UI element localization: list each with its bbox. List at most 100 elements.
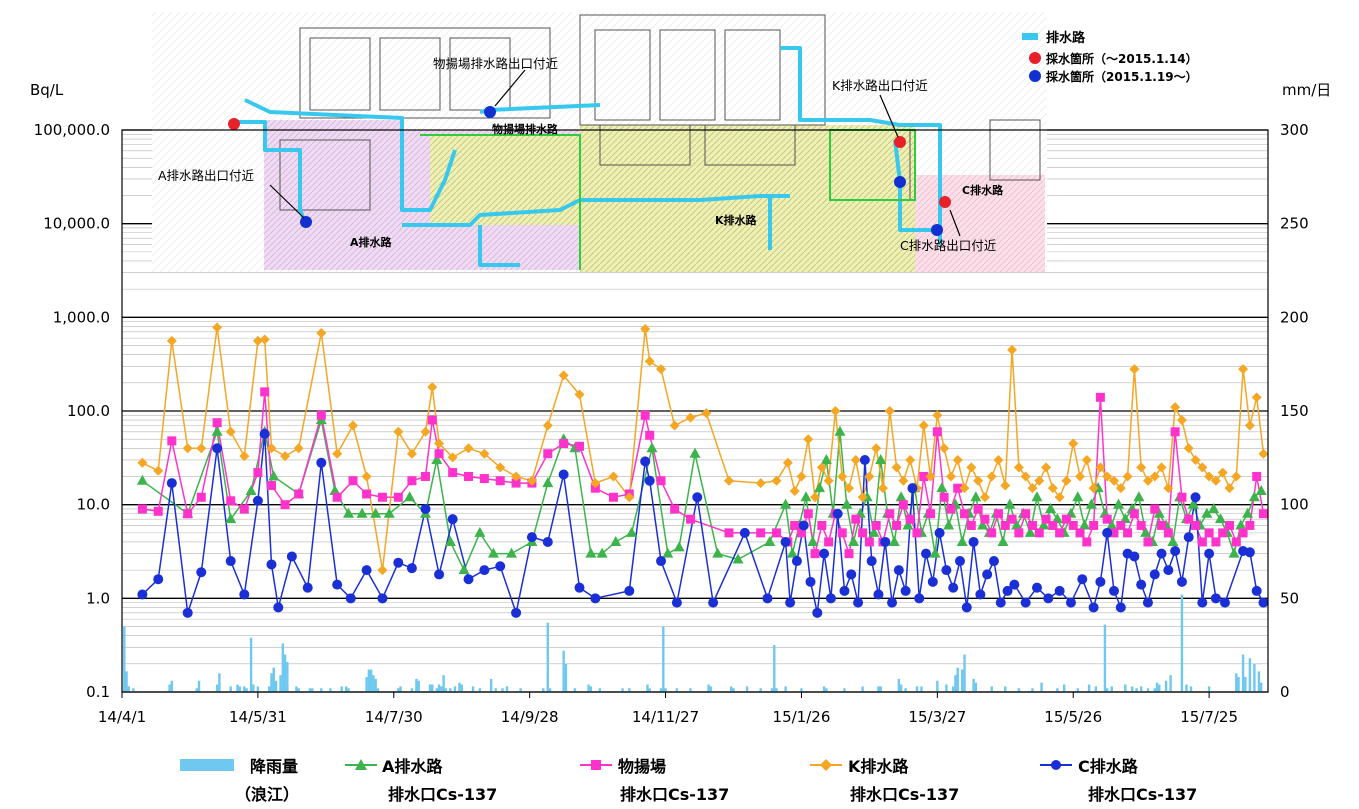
legend-blue-dot (1029, 70, 1041, 82)
rain-bar (1017, 688, 1021, 692)
monoage-data-point (1102, 514, 1112, 524)
c-data-point (762, 593, 773, 604)
a-data-point (841, 498, 853, 509)
c-data-point (785, 597, 796, 608)
rain-bar (1180, 594, 1184, 692)
a-data-point (1113, 498, 1125, 509)
a-data-point (1187, 498, 1199, 509)
rain-bar (489, 678, 493, 692)
label-c-outlet: C排水路出口付近 (900, 238, 997, 253)
k-data-point (316, 328, 327, 339)
k-data-point (850, 454, 861, 465)
k-data-point (1115, 483, 1126, 494)
k-data-point (1061, 475, 1072, 486)
k-data-point (1258, 448, 1269, 459)
a-data-point (458, 564, 470, 575)
k-data-point (590, 478, 601, 489)
a-data-point (929, 547, 941, 558)
a-data-point (585, 547, 597, 558)
monoage-data-point (1068, 520, 1078, 530)
a-data-point (1004, 498, 1016, 509)
rain-bar (367, 669, 371, 692)
rain-bar (784, 686, 787, 692)
c-data-point (982, 569, 993, 580)
monoage-data-point (1211, 537, 1221, 547)
x-tick-label: 14/4/1 (98, 708, 146, 726)
monoage-data-point (966, 520, 976, 530)
a-data-point (245, 484, 257, 495)
c-data-point (434, 569, 445, 580)
k-data-point (212, 322, 223, 333)
c-data-point (893, 565, 904, 576)
k-data-point (966, 462, 977, 473)
rain-bar (1237, 677, 1240, 692)
c-data-point (166, 478, 177, 489)
rain-bar (1103, 624, 1107, 692)
rain-bar (1062, 684, 1066, 692)
a-data-point (956, 535, 968, 546)
a-data-point (1079, 519, 1091, 530)
legend-a: A排水路 排水口Cs-137 (345, 757, 497, 804)
c-data-point (574, 582, 585, 593)
y-left-tick-label: 10.0 (77, 496, 110, 514)
rain-bar (197, 680, 201, 692)
legend-monoage-line2: 排水口Cs-137 (620, 785, 729, 804)
monoage-data-point (559, 438, 569, 448)
rain-bar (1094, 686, 1098, 692)
rain-bar (444, 688, 448, 692)
monoage-data-point (1163, 528, 1173, 538)
rain-bar (1248, 658, 1252, 692)
rain-bar (286, 662, 289, 692)
c-data-point (780, 536, 791, 547)
k-data-point (871, 443, 882, 454)
y-left-tick-labels: 0.1 1.0 10.0 100.0 1,000.0 10,000.0 100,000.0 (34, 121, 110, 701)
rain-bar (954, 675, 957, 692)
rain-bar (440, 686, 443, 692)
c-data-point (212, 443, 223, 454)
site-map-inset: 排水路 採水箇所（～2015.1.14） 採水箇所（2015.1.19～） 物揚… (152, 12, 1198, 272)
c-data-point (1108, 585, 1119, 596)
rain-bar (1185, 684, 1188, 692)
c-data-point (1020, 597, 1031, 608)
k-data-point (1224, 483, 1235, 494)
monoage-data-point (932, 427, 942, 437)
a-data-point (1011, 519, 1023, 530)
a-data-point (997, 535, 1009, 546)
a-data-point (596, 547, 608, 558)
rain-bar (956, 667, 959, 692)
rain-bar (345, 686, 348, 692)
monoage-data-point (987, 528, 997, 538)
rain-bar (1189, 686, 1193, 692)
a-data-point (474, 526, 486, 537)
rain-bar (458, 682, 461, 692)
k-data-point (1088, 483, 1099, 494)
k-data-point (1075, 471, 1086, 482)
a-data-point (814, 482, 826, 493)
a-data-point (689, 447, 701, 458)
a-data-point (404, 491, 416, 502)
rain-bar (123, 626, 126, 692)
a-series-line (141, 419, 1262, 571)
monoage-data-point (993, 509, 1003, 519)
legend-monoage: 物揚場 排水口Cs-137 (580, 757, 729, 804)
k-data-point (932, 410, 943, 421)
a-data-point (1228, 547, 1240, 558)
monoage-data-point (332, 492, 342, 502)
monoage-data-point (1170, 427, 1180, 437)
y-right-tick-labels: 0 50 100 150 200 250 300 (1280, 121, 1309, 701)
rain-bar (125, 671, 128, 692)
c-data-point (1258, 597, 1269, 608)
c-data-point (873, 589, 884, 600)
c-data-point (846, 569, 857, 580)
bottom-legend: 降雨量 （浪江） A排水路 排水口Cs-137 物揚場 排水口Cs-137 K排… (180, 757, 1197, 804)
rain-bar (1153, 688, 1156, 692)
legend-sampling-new-label: 採水箇所（2015.1.19～） (1046, 69, 1198, 84)
c-data-point (624, 585, 635, 596)
rain-bar (963, 654, 966, 692)
k-data-point (1020, 471, 1031, 482)
y-right-tick-label: 0 (1280, 683, 1290, 701)
k-data-point (891, 462, 902, 473)
c-data-point (1077, 574, 1088, 585)
monoage-data-point (1075, 528, 1085, 538)
k-data-point (723, 475, 734, 486)
